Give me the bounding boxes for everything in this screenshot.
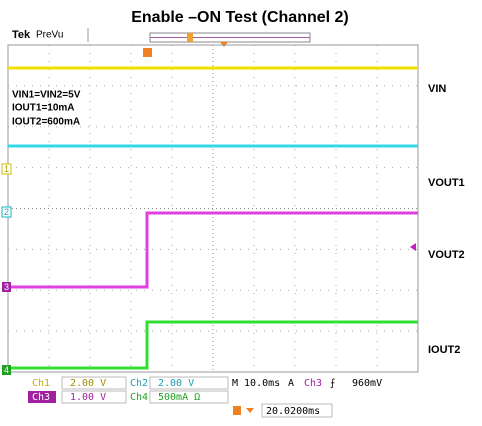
ch-scale: 2.00 V — [70, 378, 106, 389]
box — [149, 390, 229, 404]
trigger-mode: A — [288, 378, 294, 389]
ch-marker-label: 2 — [4, 207, 9, 217]
trigger-icon — [246, 408, 254, 413]
ch-scale: 2.00 V — [158, 378, 194, 389]
ch-name-bg — [28, 391, 56, 403]
ch-marker — [1, 206, 12, 218]
level-arrow — [410, 243, 416, 251]
box — [149, 376, 229, 390]
title: Enable –ON Test (Channel 2) — [131, 9, 349, 26]
trace-label: VOUT2 — [428, 249, 465, 261]
box — [61, 390, 127, 404]
condition: IOUT2=600mA — [12, 117, 80, 128]
ch-marker-label: 3 — [4, 282, 9, 292]
trigger-level: 960mV — [352, 378, 382, 389]
ch-name: Ch1 — [32, 378, 50, 389]
trigger-pos-marker — [143, 48, 152, 57]
ch-name: Ch2 — [130, 378, 148, 389]
trace-label: VOUT1 — [428, 177, 465, 189]
ch-marker — [2, 282, 11, 292]
trigger-position: 20.0200ms — [266, 406, 320, 417]
mode: PreVu — [36, 30, 63, 41]
trace-label: VIN — [428, 83, 446, 95]
trigger-source: Ch3 — [304, 378, 322, 389]
trace-label: IOUT2 — [428, 344, 460, 356]
ch-marker-label: 4 — [4, 365, 9, 375]
box — [261, 403, 333, 418]
ch-name: Ch3 — [32, 392, 50, 403]
ch-scale: 500mA Ω — [158, 392, 200, 403]
vout2-trace — [8, 211, 418, 289]
record-marker — [187, 33, 193, 42]
trigger-slope: ⨍ — [330, 378, 335, 389]
timebase: M 10.0ms — [232, 378, 280, 389]
ch-marker-label: 1 — [4, 164, 9, 174]
condition: IOUT1=10mA — [12, 103, 75, 114]
brand: Tek — [12, 29, 31, 41]
ch-marker — [2, 365, 11, 375]
box — [61, 376, 127, 390]
condition: VIN1=VIN2=5V — [12, 90, 81, 101]
ch-name: Ch4 — [130, 392, 148, 403]
ch-marker — [1, 163, 12, 175]
trigger-icon — [233, 406, 241, 415]
graticule — [8, 45, 418, 372]
iout2-trace — [8, 320, 418, 370]
ch-scale: 1.00 V — [70, 392, 106, 403]
